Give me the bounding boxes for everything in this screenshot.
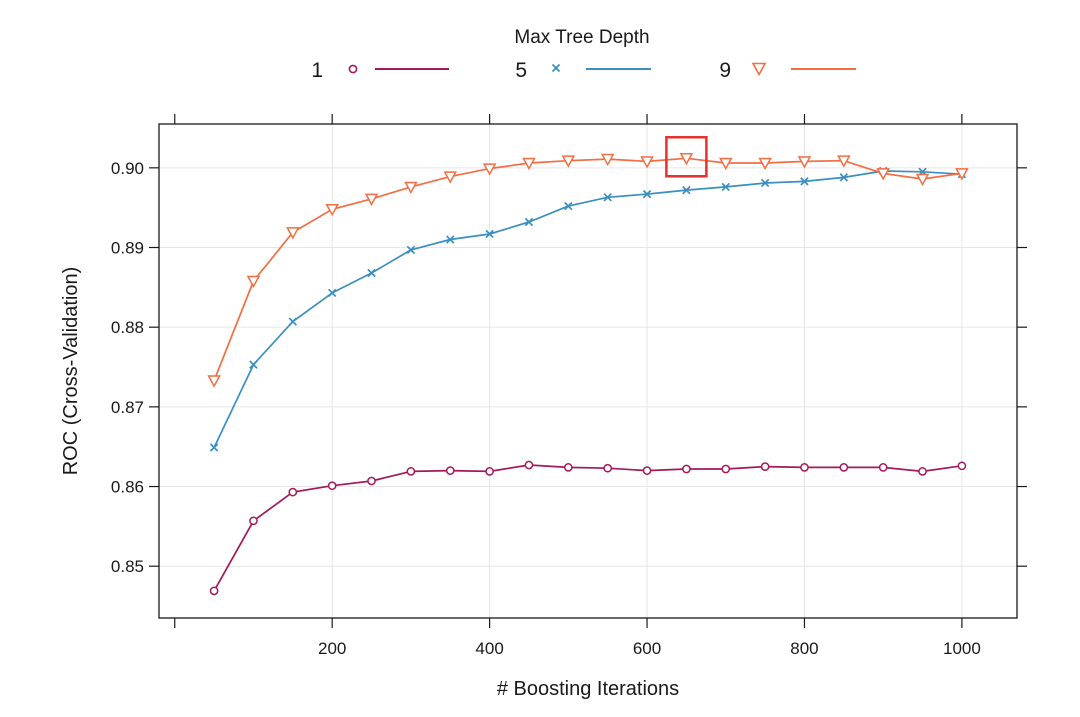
data-point-depth-9 (561, 155, 576, 168)
y-tick-label: 0.86 (111, 478, 144, 497)
legend-marker-triangle-icon (751, 62, 767, 77)
data-point-depth-1 (406, 467, 416, 476)
x-tick-label: 800 (790, 639, 818, 658)
x-tick-label: 200 (318, 639, 346, 658)
x-axis-title: # Boosting Iterations (497, 678, 679, 700)
y-axis-title: ROC (Cross-Validation) (60, 267, 82, 476)
x-tick-label: 400 (475, 639, 503, 658)
legend-label-9: 9 (719, 59, 731, 82)
data-point-depth-9 (325, 204, 339, 217)
legend-marker-circle-icon (348, 64, 358, 74)
data-point-depth-1 (878, 463, 888, 472)
legend: Max Tree Depth 1 5 9 (311, 27, 856, 82)
data-point-depth-9 (758, 157, 772, 171)
data-point-depth-9 (482, 163, 497, 176)
data-point-depth-9 (522, 157, 536, 171)
data-point-depth-5 (760, 178, 770, 188)
data-point-depth-1 (209, 586, 219, 596)
data-point-depth-9 (679, 153, 694, 166)
data-point-depth-5 (406, 245, 416, 255)
data-point-depth-9 (207, 375, 221, 388)
series-line-depth-5 (213, 170, 962, 448)
axis-ticks (149, 114, 1027, 628)
highlight-layer (665, 136, 708, 178)
data-point-depth-9 (718, 157, 733, 171)
data-point-depth-5 (446, 235, 455, 244)
x-tick-label: 600 (633, 639, 661, 658)
legend-label-5: 5 (515, 59, 527, 82)
data-point-depth-1 (367, 476, 376, 486)
legend-label-1: 1 (311, 59, 323, 82)
data-point-depth-9 (600, 153, 615, 167)
data-point-depth-5 (721, 182, 730, 192)
data-point-depth-5 (288, 317, 298, 326)
series-line-depth-9 (213, 157, 963, 381)
data-point-depth-1 (603, 463, 613, 473)
y-tick-label: 0.88 (111, 318, 144, 337)
data-point-depth-9 (443, 171, 458, 184)
data-point-depth-5 (642, 189, 652, 199)
data-point-depth-1 (445, 466, 455, 475)
data-point-depth-1 (682, 464, 691, 474)
data-point-depth-1 (485, 467, 494, 476)
data-point-depth-1 (918, 467, 927, 476)
data-point-depth-1 (563, 463, 573, 472)
data-point-depth-9 (876, 168, 890, 181)
data-point-depth-9 (955, 168, 969, 181)
data-point-depth-9 (837, 155, 851, 168)
data-point-depth-9 (915, 173, 930, 187)
data-point-depth-5 (800, 177, 809, 186)
data-point-depth-5 (485, 229, 494, 239)
data-point-depth-9 (246, 275, 261, 289)
data-point-depth-5 (524, 217, 534, 227)
data-point-depth-5 (682, 185, 691, 195)
data-point-depth-9 (286, 227, 300, 240)
data-point-depth-1 (721, 464, 731, 474)
tick-labels: 200 400 600 800 1000 0.85 0.86 0.87 0.88 0.89 0.90 (111, 159, 981, 658)
legend-entry-depth-5: 5 (515, 59, 651, 82)
x-tick-label: 1000 (943, 639, 981, 658)
data-point-depth-1 (957, 461, 967, 471)
data-point-depth-5 (367, 268, 376, 278)
legend-entry-depth-1: 1 (311, 59, 449, 82)
data-point-depth-9 (364, 193, 379, 206)
series-layer (213, 157, 963, 592)
data-point-depth-1 (249, 516, 258, 526)
legend-title: Max Tree Depth (514, 27, 649, 48)
grid-lines (159, 124, 1017, 618)
plot-frame (158, 123, 1018, 619)
data-point-depth-1 (839, 463, 849, 472)
legend-entry-depth-9: 9 (719, 59, 856, 82)
best-point-highlight (665, 136, 708, 178)
data-point-depth-9 (797, 156, 812, 169)
data-point-depth-1 (800, 463, 809, 472)
data-point-depth-5 (249, 360, 258, 369)
data-point-depth-5 (603, 193, 612, 202)
data-point-depth-5 (564, 201, 573, 211)
legend-marker-cross-icon (551, 63, 561, 73)
y-tick-label: 0.85 (111, 557, 144, 576)
data-point-depth-1 (524, 460, 534, 470)
data-point-depth-5 (209, 443, 219, 452)
data-point-depth-1 (327, 481, 337, 491)
data-point-depth-1 (288, 487, 298, 497)
data-point-depth-9 (640, 156, 654, 169)
data-point-depth-9 (404, 181, 418, 195)
y-tick-label: 0.90 (111, 159, 144, 178)
data-point-depth-5 (839, 173, 849, 182)
data-point-depth-1 (760, 462, 770, 471)
data-point-depth-5 (327, 288, 337, 298)
data-point-depth-1 (642, 466, 652, 475)
y-tick-label: 0.89 (111, 239, 144, 258)
marker-layer (207, 153, 969, 596)
series-line-depth-1 (213, 464, 963, 592)
y-tick-label: 0.87 (111, 398, 144, 417)
